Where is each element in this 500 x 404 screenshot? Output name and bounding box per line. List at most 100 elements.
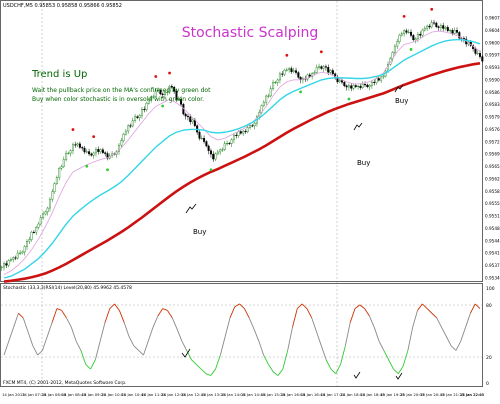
stochastic-segment [253, 328, 260, 342]
candle-body [226, 143, 229, 145]
candle-body [58, 168, 61, 178]
stochastic-segment [421, 303, 428, 309]
time-tick-label: 15 Jan 21:25 [440, 392, 465, 397]
candle-body [235, 134, 238, 136]
stochastic-segment [320, 345, 327, 360]
stochastic-segment [465, 313, 471, 328]
sell-signal-dot [285, 53, 289, 57]
candle-body [85, 151, 88, 153]
candle-body [51, 191, 54, 200]
candle-body [207, 145, 210, 151]
stochastic-segment [109, 303, 115, 309]
stochastic-segment [224, 317, 231, 337]
candle-body [407, 31, 410, 33]
stochastic-segment [301, 303, 308, 309]
stochastic-segment [123, 322, 130, 337]
stochastic-segment [258, 341, 265, 356]
candle-body [347, 85, 350, 88]
svg-text:0: 0 [486, 381, 489, 387]
candle-body [239, 131, 242, 134]
time-tick-label: 14 Jan 08:05 [42, 392, 67, 397]
sell-signal-dot [71, 128, 75, 131]
candle-body [354, 85, 357, 87]
candle-body [232, 134, 235, 140]
buy-label: Buy [357, 159, 370, 167]
stochastic-segment [32, 345, 39, 356]
candle-body [127, 125, 130, 132]
stochastic-segment [186, 350, 192, 360]
candle-body [150, 96, 153, 100]
stochastic-segment [143, 341, 149, 356]
sell-signal-dot [319, 50, 323, 54]
candle-body [147, 99, 150, 104]
stochastic-segment [205, 373, 211, 376]
stochastic-segment [296, 303, 303, 309]
candle-body [269, 88, 272, 97]
sell-signal-dot [402, 14, 406, 18]
stochastic-segment [176, 328, 183, 342]
copyright-footer: FXCM MT4, (C) 2001-2012, MetaQuotes Soft… [3, 380, 127, 386]
candle-body [324, 66, 327, 68]
stochastic-segment [196, 364, 202, 370]
candle-body [446, 27, 449, 31]
candle-body [405, 30, 408, 33]
candle-body [74, 144, 77, 146]
stochastic-segment [94, 341, 101, 360]
stochastic-segment [287, 327, 293, 351]
candle-body [138, 115, 141, 118]
stochastic-segment [171, 317, 178, 330]
sell-signal-dot [154, 75, 158, 78]
candle-body [272, 82, 275, 89]
stochastic-segment [128, 336, 135, 347]
candle-body [345, 85, 348, 88]
stochastic-segment [138, 350, 144, 356]
time-tick-label: 15 Jan 20:05 [400, 392, 425, 397]
candle-body [285, 69, 288, 71]
stochastic-segment [18, 312, 24, 319]
stochastic-segment [268, 364, 274, 373]
candle-body [281, 73, 284, 75]
candle-body [180, 99, 183, 105]
stochastic-segment [27, 331, 34, 346]
time-tick-label: 14 Jan 09:25 [82, 392, 107, 397]
candle-body [163, 92, 166, 96]
candle-body [203, 138, 206, 142]
candle-body [444, 27, 447, 29]
candle-body [136, 116, 139, 118]
time-tick-label: 14 Jan 13:25 [201, 392, 226, 397]
time-tick-label: 14 Jan 10:05 [102, 392, 127, 397]
time-tick-label: 14 Jan 07:25 [22, 392, 47, 397]
indicator-label: Stochastic (33,3,3)RSI(14) Level(20,80) … [3, 285, 132, 291]
buy-signal-dot [409, 48, 413, 51]
price-tick-label: 0.95865 [485, 90, 500, 95]
candle-body [170, 86, 173, 88]
stochastic-segment [152, 315, 159, 328]
candle-body [331, 70, 334, 75]
candle-body [265, 95, 268, 103]
trend-headline: Trend is Up [31, 69, 87, 80]
candle-body [198, 131, 201, 139]
candle-body [145, 102, 148, 110]
candle-body [161, 93, 164, 96]
candle-body [350, 85, 353, 89]
candle-body [221, 149, 224, 151]
candle-body [377, 78, 380, 81]
stochastic-segment [13, 313, 19, 328]
candle-body [200, 138, 203, 140]
candle-body [37, 223, 40, 228]
time-tick-label: 15 Jan 22:05 [460, 392, 485, 397]
price-tick-label: 0.95445 [485, 238, 500, 243]
candle-body [267, 95, 270, 97]
buy-signal-dot [347, 97, 351, 101]
stochastic-segment [359, 304, 365, 309]
stochastic-segment [388, 359, 394, 370]
time-tick-label: 15 Jan 19:25 [380, 392, 405, 397]
candle-body [412, 35, 415, 41]
stochastic-segment [393, 368, 399, 375]
